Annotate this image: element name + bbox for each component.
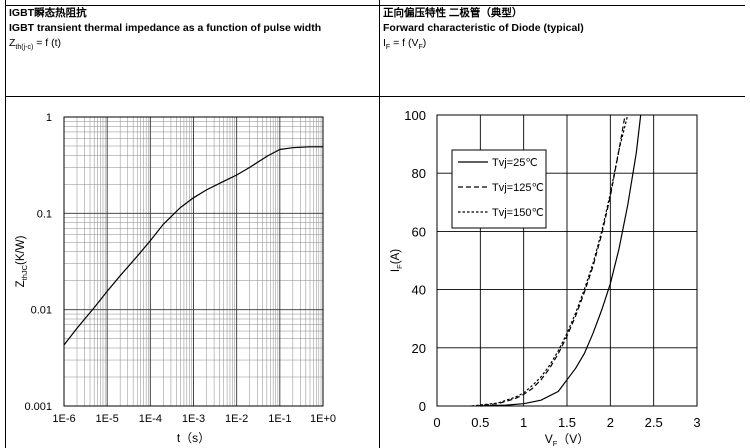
plot-frame bbox=[436, 114, 698, 407]
series-curve-1 bbox=[480, 114, 642, 407]
formula-subscript: th(j-c) bbox=[15, 44, 34, 52]
x-tick-label: 3 bbox=[693, 415, 700, 430]
x-label-symbol: V bbox=[545, 432, 553, 446]
right-subtitle: Forward characteristic of Diode (typical… bbox=[383, 22, 584, 34]
zth-curve bbox=[63, 146, 323, 346]
x-tick-label: 1.5 bbox=[558, 415, 576, 430]
series-curve-3 bbox=[471, 114, 629, 407]
y-label-symbol: I bbox=[390, 269, 402, 272]
forward-characteristic-chart: 0 0.5 1 1.5 2 2.5 3020406080100VF（V）IF(A)Tvj=2… bbox=[390, 108, 701, 448]
x-tick-label: 1E-1 bbox=[268, 413, 291, 425]
left-subtitle: IGBT transient thermal impedance as a fu… bbox=[9, 22, 322, 34]
y-label-unit: (K/W) bbox=[15, 235, 27, 265]
y-label-subscript: thJC bbox=[20, 264, 29, 280]
formula-rest: = f (V bbox=[390, 37, 419, 49]
x-tick-label: 2.5 bbox=[645, 415, 663, 430]
y-tick-label: 60 bbox=[412, 224, 426, 239]
legend-label: Tvj=25℃ bbox=[492, 157, 538, 169]
series-curve-2 bbox=[475, 114, 626, 407]
x-tick-label: 1 bbox=[520, 415, 527, 430]
right-formula: IF = f (VF) bbox=[383, 36, 584, 55]
x-tick-label: 0 bbox=[433, 415, 440, 430]
y-tick-label: 0.1 bbox=[37, 208, 52, 220]
x-tick-label: 1E+0 bbox=[310, 413, 336, 425]
right-title: 正向偏压特性 二极管（典型） bbox=[383, 7, 523, 19]
x-tick-label: 1E-4 bbox=[139, 413, 162, 425]
x-label-unit: （V） bbox=[557, 432, 589, 446]
x-label-subscript: F bbox=[553, 439, 558, 448]
formula-symbol: I bbox=[383, 37, 386, 49]
x-tick-label: 1E-6 bbox=[52, 413, 75, 425]
y-tick-label: 0 bbox=[419, 399, 426, 414]
x-axis-label: VF（V） bbox=[545, 432, 590, 448]
left-border bbox=[5, 0, 6, 448]
formula-rest: = f (t) bbox=[33, 37, 62, 49]
x-tick-label: 0.5 bbox=[471, 415, 489, 430]
y-tick-label: 80 bbox=[412, 166, 426, 181]
left-header: IGBT瞬态热阻抗 IGBT transient thermal impedan… bbox=[9, 6, 321, 55]
y-label-subscript: F bbox=[395, 264, 404, 269]
formula-subscript-2: F bbox=[418, 44, 423, 52]
x-tick-label: 1E-3 bbox=[182, 413, 205, 425]
left-formula: Zth(j-c) = f (t) bbox=[9, 36, 321, 55]
legend-box bbox=[451, 149, 547, 229]
formula-end: ) bbox=[422, 37, 427, 49]
y-tick-label: 100 bbox=[404, 108, 426, 123]
top-border bbox=[5, 5, 745, 6]
right-header: 正向偏压特性 二极管（典型） Forward characteristic of… bbox=[383, 6, 584, 55]
x-axis-label: t（s） bbox=[177, 431, 210, 445]
y-tick-label: 20 bbox=[412, 341, 426, 356]
y-tick-label: 1 bbox=[46, 112, 52, 124]
y-tick-label: 40 bbox=[412, 283, 426, 298]
legend-label: Tvj=125℃ bbox=[492, 182, 544, 194]
plot-frame bbox=[63, 116, 324, 407]
formula-subscript: F bbox=[385, 44, 391, 52]
y-axis-label: IF(A) bbox=[390, 249, 404, 272]
y-tick-label: 0.01 bbox=[31, 305, 52, 317]
header-divider bbox=[5, 96, 745, 97]
x-tick-label: 1E-5 bbox=[96, 413, 119, 425]
legend-label: Tvj=150℃ bbox=[492, 207, 544, 219]
x-tick-label: 2 bbox=[607, 415, 614, 430]
x-tick-label: 1E-2 bbox=[225, 413, 248, 425]
left-title: IGBT瞬态热阻抗 bbox=[9, 7, 87, 19]
y-axis-label: ZthJC(K/W) bbox=[15, 235, 29, 287]
formula-symbol: Z bbox=[9, 37, 16, 49]
thermal-impedance-chart: 1E-6 1E-5 1E-4 1E-3 1E-2 1E-1 1E+0 0.001 0.01 0.1… bbox=[15, 112, 336, 445]
y-label-symbol: Z bbox=[15, 280, 27, 287]
y-label-unit: (A) bbox=[390, 249, 402, 265]
y-tick-label: 0.001 bbox=[24, 401, 52, 413]
center-divider bbox=[379, 0, 380, 448]
